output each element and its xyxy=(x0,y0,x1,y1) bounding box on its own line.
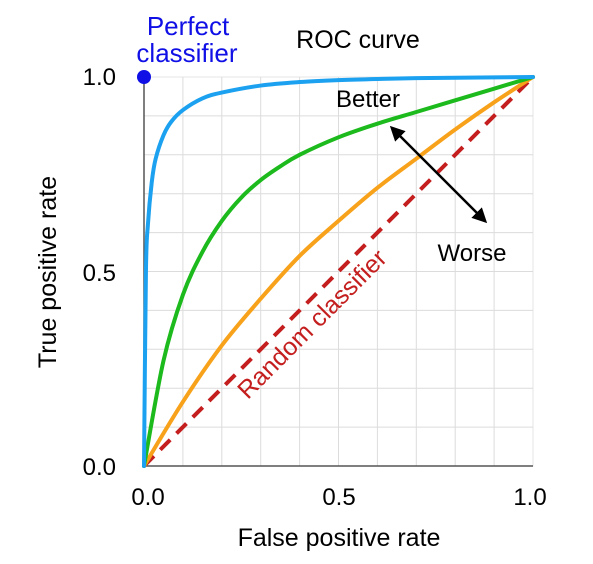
y-tick-label-0: 0.0 xyxy=(83,454,116,481)
y-tick-label-05: 0.5 xyxy=(83,260,116,287)
perfect-classifier-point xyxy=(137,70,151,84)
x-axis-title: False positive rate xyxy=(238,524,441,552)
perfect-classifier-label-line1: Perfect xyxy=(147,11,230,41)
worse-label: Worse xyxy=(438,240,507,267)
better-label: Better xyxy=(336,86,400,113)
better-worse-arrow xyxy=(389,125,488,224)
series-line-2 xyxy=(142,75,535,468)
perfect-classifier-label-line2: classifier xyxy=(136,38,237,68)
series-line-1 xyxy=(142,75,535,468)
chart-title: ROC curve xyxy=(296,26,420,54)
y-tick-label-1: 1.0 xyxy=(83,64,116,91)
x-tick-label-0: 0.0 xyxy=(131,484,164,511)
y-axis-title: True positive rate xyxy=(34,176,62,368)
marker-group xyxy=(137,70,151,84)
series-line-0 xyxy=(142,75,535,468)
x-tick-label-1: 1.0 xyxy=(513,484,546,511)
series-group xyxy=(142,75,535,468)
x-tick-label-05: 0.5 xyxy=(322,484,355,511)
